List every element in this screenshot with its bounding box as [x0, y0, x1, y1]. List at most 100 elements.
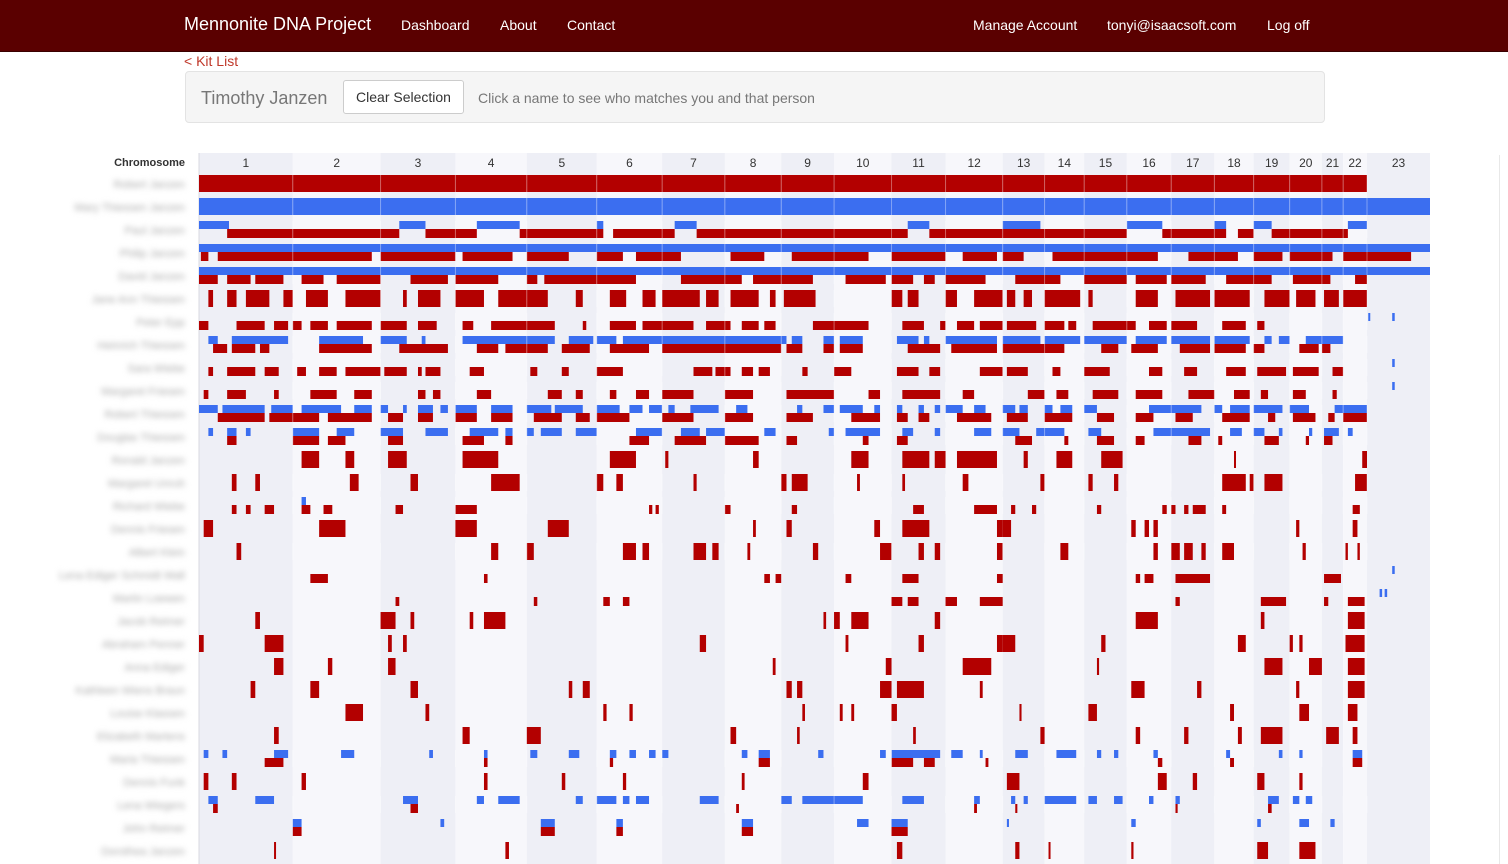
match-name[interactable]: Heinrich Thiessen: [97, 340, 185, 352]
match-name[interactable]: Paul Janzen: [124, 225, 185, 237]
paternal-segment: [526, 198, 597, 215]
paternal-segment: [945, 267, 1003, 275]
paternal-segment: [1334, 405, 1344, 413]
paternal-segment: [834, 198, 892, 215]
match-name[interactable]: Martin Loewen: [112, 593, 185, 605]
maternal-segment: [724, 413, 754, 422]
maternal-segment: [1352, 505, 1360, 514]
match-name[interactable]: Margaret Unruh: [107, 478, 185, 490]
maternal-segment: [1171, 175, 1215, 192]
match-name[interactable]: Kathleen Wiens Braun: [75, 685, 185, 697]
nav-about[interactable]: About: [500, 17, 537, 33]
maternal-segment: [747, 543, 751, 560]
match-name[interactable]: Peter Epp: [136, 317, 185, 329]
maternal-segment: [264, 758, 284, 767]
maternal-segment: [491, 413, 513, 422]
chromosome-label-1: 1: [243, 156, 250, 170]
maternal-segment: [582, 321, 587, 330]
maternal-segment: [425, 367, 441, 376]
nav-manage-account[interactable]: Manage Account: [973, 17, 1078, 33]
nav-logoff[interactable]: Log off: [1267, 17, 1310, 33]
maternal-segment: [575, 390, 583, 399]
maternal-segment: [231, 344, 256, 353]
maternal-segment: [231, 505, 237, 514]
match-name[interactable]: Sara Wiebe: [127, 363, 185, 375]
maternal-segment: [706, 290, 719, 307]
maternal-segment: [336, 321, 372, 330]
paternal-segment: [1126, 221, 1163, 229]
maternal-segment: [1175, 804, 1178, 813]
match-name[interactable]: Elizabeth Martens: [96, 731, 185, 743]
match-name[interactable]: Dennis Friesen: [111, 524, 185, 536]
paternal-segment: [622, 336, 663, 344]
nav-contact[interactable]: Contact: [567, 17, 616, 33]
paternal-segment: [1149, 405, 1172, 413]
maternal-segment: [885, 658, 892, 675]
chromosome-label-7: 7: [690, 156, 697, 170]
match-name[interactable]: Dennis Funk: [123, 777, 185, 789]
maternal-segment: [1092, 321, 1127, 330]
match-name[interactable]: Jane Ann Thiessen: [91, 294, 185, 306]
match-name[interactable]: Jacob Reimer: [117, 616, 185, 628]
maternal-segment: [380, 612, 396, 629]
paternal-segment: [934, 428, 941, 436]
paternal-segment: [1384, 589, 1388, 597]
maternal-segment: [857, 474, 860, 491]
paternal-segment: [208, 336, 218, 344]
paternal-segment: [974, 796, 980, 804]
match-name[interactable]: Abraham Penner: [101, 639, 185, 651]
maternal-segment: [1092, 390, 1119, 399]
maternal-segment: [1002, 229, 1045, 238]
match-name[interactable]: John Reimer: [122, 823, 185, 835]
paternal-segment: [979, 750, 983, 758]
match-name[interactable]: Margaret Friesen: [101, 386, 185, 398]
paternal-segment: [649, 750, 656, 758]
maternal-segment: [319, 344, 372, 353]
paternal-segment: [1343, 267, 1367, 275]
paternal-segment: [292, 428, 320, 436]
nav-dashboard[interactable]: Dashboard: [401, 17, 470, 33]
maternal-segment: [603, 597, 610, 606]
match-name[interactable]: Lena Wiegers: [117, 800, 185, 812]
maternal-segment: [1362, 451, 1367, 468]
nav-user-email[interactable]: tonyi@isaacsoft.com: [1107, 17, 1237, 33]
maternal-segment: [208, 367, 214, 376]
maternal-segment: [851, 704, 855, 721]
match-name[interactable]: Ronald Janzen: [111, 455, 185, 467]
maternal-segment: [462, 321, 474, 330]
match-name[interactable]: Lena Ediger Schmidt Wall: [58, 570, 185, 582]
maternal-segment: [642, 290, 656, 307]
maternal-segment: [403, 290, 407, 307]
paternal-segment: [491, 405, 513, 413]
maternal-segment: [1188, 436, 1202, 445]
maternal-segment: [868, 390, 881, 399]
paternal-segment: [918, 405, 924, 413]
match-name[interactable]: Douglas Thiessen: [97, 432, 185, 444]
maternal-segment: [1144, 574, 1154, 583]
match-name[interactable]: Dorothea Janzen: [101, 846, 185, 858]
match-name[interactable]: Albert Klein: [128, 547, 185, 559]
brand-logo[interactable]: Mennonite DNA Project: [184, 14, 372, 34]
maternal-segment: [1222, 505, 1227, 514]
maternal-segment: [609, 451, 636, 468]
kit-list-link[interactable]: < Kit List: [184, 53, 239, 69]
match-name[interactable]: David Janzen: [118, 271, 185, 283]
match-name[interactable]: Robert Janzen: [113, 179, 185, 191]
match-name[interactable]: Mary Thiessen Janzen: [74, 202, 185, 214]
match-name[interactable]: Maria Thiessen: [110, 754, 185, 766]
match-name[interactable]: Louise Klassen: [110, 708, 185, 720]
maternal-segment: [1347, 704, 1358, 721]
maternal-segment: [839, 704, 843, 721]
maternal-segment: [934, 612, 941, 629]
clear-selection-button[interactable]: Clear Selection: [343, 80, 464, 114]
paternal-segment: [476, 221, 520, 229]
paternal-segment: [1088, 428, 1102, 436]
match-name[interactable]: Robert Thiessen: [104, 409, 185, 421]
match-name[interactable]: Philip Janzen: [119, 248, 185, 260]
match-name[interactable]: Anna Ediger: [124, 662, 185, 674]
maternal-segment: [1135, 727, 1141, 744]
paternal-segment: [526, 428, 534, 436]
paternal-segment: [568, 750, 580, 758]
match-name[interactable]: Richard Wiebe: [112, 501, 185, 513]
maternal-segment: [410, 474, 418, 491]
